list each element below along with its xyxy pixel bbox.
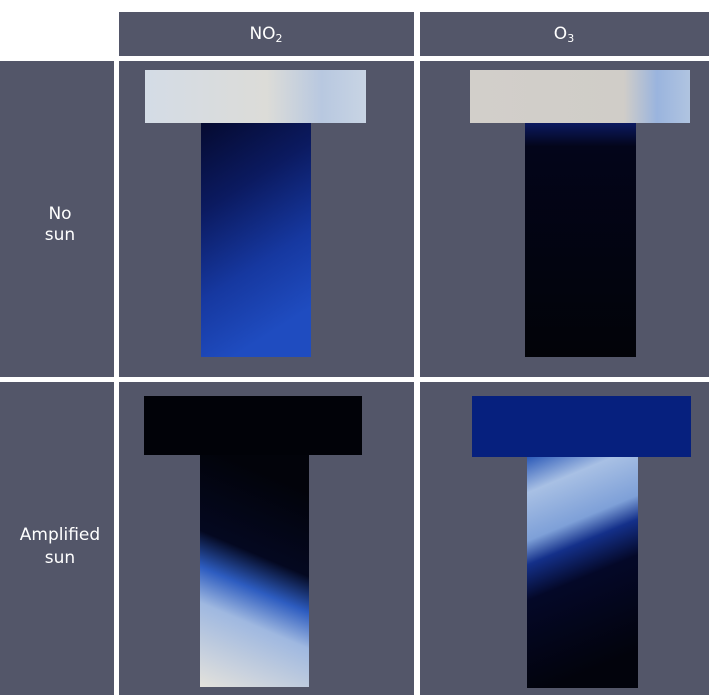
field-top [472,396,691,457]
header-subscript: 3 [567,32,574,45]
field-stem [200,455,309,687]
row-label-line: No [48,204,71,224]
header-subscript: 2 [276,32,283,45]
header-text: NO [249,24,275,44]
row-label-line: sun [45,225,75,245]
field-stem [201,123,311,357]
field-top [144,396,362,455]
field-stem [525,123,636,357]
row-label-line: Amplified [20,525,100,545]
header-text: O [554,24,567,44]
field-top [145,70,366,123]
page: NO2 O3 No sun Amplified sun (() => { con… [0,0,709,695]
field-top [470,70,690,123]
field-stem [527,457,638,688]
row-label-line: sun [45,548,75,568]
figure: NO2 O3 No sun Amplified sun [0,0,709,695]
